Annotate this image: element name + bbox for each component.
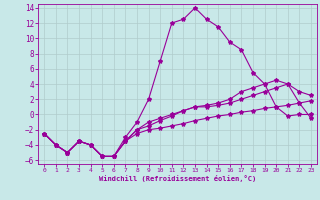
X-axis label: Windchill (Refroidissement éolien,°C): Windchill (Refroidissement éolien,°C) (99, 175, 256, 182)
